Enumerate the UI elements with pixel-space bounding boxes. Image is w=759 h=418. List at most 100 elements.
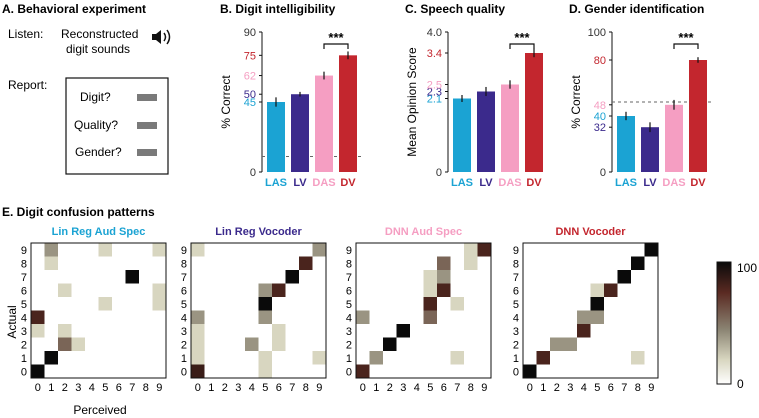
heatmap-cell [258, 283, 272, 297]
heatmap-y-tick: 0 [21, 366, 27, 378]
heatmap-x-tick: 7 [129, 382, 135, 394]
panel-b-title: B. Digit intelligibility [220, 2, 336, 16]
heatmap-y-tick: 4 [346, 312, 352, 324]
heatmap-cell [631, 351, 645, 365]
heatmap-ylabel: Actual [5, 305, 19, 338]
heatmap-cell [423, 297, 437, 311]
report-bar-digit [137, 94, 157, 101]
x-category-label: LAS [265, 177, 287, 189]
heatmap-frame [30, 242, 167, 379]
report-bar-gender [137, 149, 157, 156]
significance-bracket [323, 43, 349, 49]
heatmap-x-tick: 2 [222, 382, 228, 394]
heatmap-cell [437, 283, 451, 297]
heatmap-cell [464, 256, 478, 270]
heatmap-title: Lin Reg Vocoder [215, 226, 302, 238]
heatmap-y-tick: 6 [346, 285, 352, 297]
heatmap-y-tick: 8 [21, 258, 27, 270]
heatmap-x-tick: 9 [316, 382, 322, 394]
report-item-digit: Digit? [80, 90, 111, 104]
heatmap-y-tick: 4 [181, 312, 187, 324]
x-category-label: LAS [451, 177, 473, 189]
heatmap-cell [258, 351, 272, 365]
heatmap-x-tick: 8 [143, 382, 149, 394]
heatmap-cell [44, 243, 58, 257]
heatmap-x-tick: 6 [441, 382, 447, 394]
heatmap-y-tick: 3 [181, 326, 187, 338]
x-category-label: DV [340, 177, 356, 189]
heatmap-cell [191, 324, 205, 338]
heatmap-cell [191, 310, 205, 324]
heatmap-x-tick: 8 [468, 382, 474, 394]
heatmap-y-tick: 7 [346, 272, 352, 284]
colorbar-min-label: 0 [737, 377, 744, 391]
heatmap-x-tick: 2 [387, 382, 393, 394]
heatmap-x-tick: 8 [635, 382, 641, 394]
significance-stars: *** [328, 30, 344, 45]
heatmap-y-tick: 6 [181, 285, 187, 297]
bar-chart-c: 0 2.12.32.5 3.4 4.0 Mean Opinion Score LAS LV D… [405, 27, 543, 189]
heatmap-cell [245, 337, 259, 351]
heatmap-y-tick: 8 [513, 258, 519, 270]
x-category-label: DAS [312, 177, 335, 189]
x-category-label: LAS [615, 177, 637, 189]
heatmap-x-tick: 0 [35, 382, 41, 394]
panel-e-title: E. Digit confusion patterns [2, 205, 155, 219]
heatmap-cell [272, 283, 286, 297]
heatmap-x-tick: 0 [527, 382, 533, 394]
bar-das [665, 104, 683, 172]
heatmap-cell [258, 310, 272, 324]
heatmap-y-tick: 8 [181, 258, 187, 270]
heatmap-y-tick: 3 [346, 326, 352, 338]
heatmap-title: Lin Reg Aud Spec [52, 226, 146, 238]
significance-bracket [509, 43, 535, 49]
y-tick-label: 90 [244, 27, 256, 39]
heatmap-cell [44, 256, 58, 270]
heatmap-y-tick: 5 [21, 299, 27, 311]
heatmap-x-tick: 9 [648, 382, 654, 394]
heatmap-x-tick: 6 [116, 382, 122, 394]
heatmap-y-tick: 7 [21, 272, 27, 284]
heatmap-cell [58, 337, 72, 351]
heatmap-x-tick: 4 [89, 382, 95, 394]
x-category-label: DAS [662, 177, 685, 189]
heatmap-cell [523, 364, 537, 378]
bar-las [617, 116, 635, 172]
heatmap-y-tick: 0 [181, 366, 187, 378]
significance-stars: *** [678, 30, 694, 45]
heatmap-x-tick: 3 [235, 382, 241, 394]
speaker-icon [152, 29, 171, 45]
heatmap-cell [191, 243, 205, 257]
heatmap-cell [272, 324, 286, 338]
heatmap-xlabel: Perceived [73, 403, 126, 417]
heatmap-cell [450, 297, 464, 311]
heatmap-cell [98, 243, 112, 257]
x-category-label: LV [643, 177, 657, 189]
y-tick-label: 2.5 [427, 80, 442, 92]
heatmap-y-tick: 2 [21, 339, 27, 351]
y-tick-label: 75 [244, 50, 256, 62]
colorbar-gradient [716, 261, 732, 385]
heatmap-cell [258, 297, 272, 311]
heatmap-cell [299, 256, 313, 270]
heatmap-cell [58, 324, 72, 338]
panel-a: A. Behavioral experiment Listen: Reconst… [2, 2, 171, 175]
heatmap-x-tick: 1 [373, 382, 379, 394]
y-tick-label: 3.4 [427, 48, 442, 60]
heatmap-cell [437, 256, 451, 270]
heatmap-cell [631, 256, 645, 270]
y-axis-label: % Correct [219, 75, 233, 129]
heatmap-cell [312, 243, 326, 257]
heatmap-y-tick: 9 [346, 245, 352, 257]
listen-text-line1: Reconstructed [61, 27, 138, 41]
heatmap-x-tick: 4 [414, 382, 420, 394]
heatmap-x-tick: 0 [360, 382, 366, 394]
heatmap-y-tick: 6 [513, 285, 519, 297]
heatmap-cell [437, 270, 451, 284]
x-category-label: DAS [498, 177, 521, 189]
